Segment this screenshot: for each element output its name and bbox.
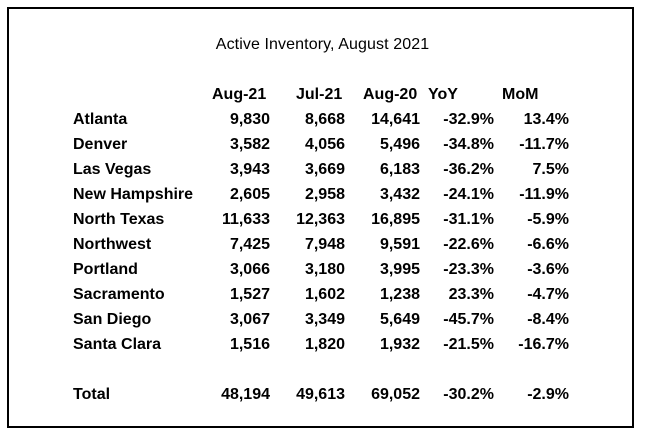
total-label: Total: [73, 386, 111, 403]
cell-jul21: 2,958: [304, 186, 345, 203]
cell-jul21: 4,056: [304, 136, 345, 153]
cell-yoy: -45.7%: [443, 311, 494, 328]
table-row: Portland 3,066 3,180 3,995 -23.3% -3.6%: [0, 261, 645, 283]
cell-aug20: 14,641: [371, 111, 420, 128]
cell-jul21: 3,669: [304, 161, 345, 178]
table-frame: [7, 7, 634, 428]
cell-yoy: -23.3%: [443, 261, 494, 278]
table-row: New Hampshire 2,605 2,958 3,432 -24.1% -…: [0, 186, 645, 208]
cell-jul21: 1,820: [304, 336, 345, 353]
row-name: Santa Clara: [73, 336, 162, 353]
row-name: Atlanta: [73, 111, 128, 128]
cell-aug21: 1,516: [229, 336, 270, 353]
cell-jul21: 3,349: [304, 311, 345, 328]
row-name: Northwest: [73, 236, 152, 253]
total-yoy: -30.2%: [443, 386, 494, 403]
header-yoy: YoY: [428, 86, 458, 103]
header-aug21: Aug-21: [212, 86, 267, 103]
total-jul21: 49,613: [296, 386, 345, 403]
total-row: Total 48,194 49,613 69,052 -30.2% -2.9%: [0, 386, 645, 408]
header-mom: MoM: [502, 86, 539, 103]
row-name: San Diego: [73, 311, 152, 328]
total-aug20: 69,052: [371, 386, 420, 403]
cell-jul21: 8,668: [304, 111, 345, 128]
table-title: Active Inventory, August 2021: [215, 36, 430, 53]
cell-mom: -11.9%: [519, 186, 569, 203]
row-name: North Texas: [73, 211, 165, 228]
cell-aug20: 9,591: [379, 236, 420, 253]
cell-aug20: 3,995: [379, 261, 420, 278]
cell-aug21: 2,605: [229, 186, 270, 203]
cell-yoy: -36.2%: [443, 161, 494, 178]
header-aug20: Aug-20: [363, 86, 418, 103]
cell-aug20: 16,895: [371, 211, 420, 228]
cell-jul21: 1,602: [304, 286, 345, 303]
cell-aug20: 5,649: [379, 311, 420, 328]
table-row: Las Vegas 3,943 3,669 6,183 -36.2% 7.5%: [0, 161, 645, 183]
cell-mom: -6.6%: [527, 236, 569, 253]
cell-yoy: -34.8%: [443, 136, 494, 153]
cell-aug20: 3,432: [379, 186, 420, 203]
table-row: Atlanta 9,830 8,668 14,641 -32.9% 13.4%: [0, 111, 645, 133]
total-aug21: 48,194: [221, 386, 270, 403]
cell-aug21: 1,527: [229, 286, 270, 303]
cell-aug20: 1,238: [379, 286, 420, 303]
cell-aug21: 11,633: [221, 211, 270, 228]
cell-aug20: 6,183: [379, 161, 420, 178]
cell-aug21: 3,067: [229, 311, 270, 328]
cell-aug21: 3,943: [229, 161, 270, 178]
cell-aug20: 5,496: [379, 136, 420, 153]
table-row: San Diego 3,067 3,349 5,649 -45.7% -8.4%: [0, 311, 645, 333]
row-name: Denver: [73, 136, 128, 153]
cell-mom: 7.5%: [532, 161, 569, 178]
table-row: Sacramento 1,527 1,602 1,238 23.3% -4.7%: [0, 286, 645, 308]
cell-aug21: 7,425: [229, 236, 270, 253]
row-name: Sacramento: [73, 286, 165, 303]
cell-mom: -8.4%: [527, 311, 569, 328]
table-row: Northwest 7,425 7,948 9,591 -22.6% -6.6%: [0, 236, 645, 258]
cell-yoy: -24.1%: [443, 186, 494, 203]
cell-aug21: 3,582: [229, 136, 270, 153]
total-mom: -2.9%: [527, 386, 569, 403]
header-jul21: Jul-21: [296, 86, 343, 103]
cell-yoy: -32.9%: [443, 111, 494, 128]
cell-jul21: 12,363: [296, 211, 345, 228]
cell-yoy: -21.5%: [443, 336, 494, 353]
cell-mom: -3.6%: [527, 261, 569, 278]
cell-mom: -11.7%: [519, 136, 569, 153]
cell-yoy: 23.3%: [448, 286, 494, 303]
cell-aug21: 3,066: [229, 261, 270, 278]
cell-jul21: 7,948: [304, 236, 345, 253]
cell-yoy: -22.6%: [443, 236, 494, 253]
table-row: North Texas 11,633 12,363 16,895 -31.1% …: [0, 211, 645, 233]
cell-yoy: -31.1%: [443, 211, 494, 228]
cell-mom: -4.7%: [527, 286, 569, 303]
row-name: Portland: [73, 261, 138, 278]
row-name: Las Vegas: [73, 161, 152, 178]
cell-mom: -5.9%: [527, 211, 569, 228]
cell-mom: 13.4%: [523, 111, 569, 128]
table-row: Denver 3,582 4,056 5,496 -34.8% -11.7%: [0, 136, 645, 158]
cell-jul21: 3,180: [304, 261, 345, 278]
cell-aug21: 9,830: [229, 111, 270, 128]
cell-mom: -16.7%: [518, 336, 569, 353]
table-row: Santa Clara 1,516 1,820 1,932 -21.5% -16…: [0, 336, 645, 358]
row-name: New Hampshire: [73, 186, 194, 203]
cell-aug20: 1,932: [379, 336, 420, 353]
